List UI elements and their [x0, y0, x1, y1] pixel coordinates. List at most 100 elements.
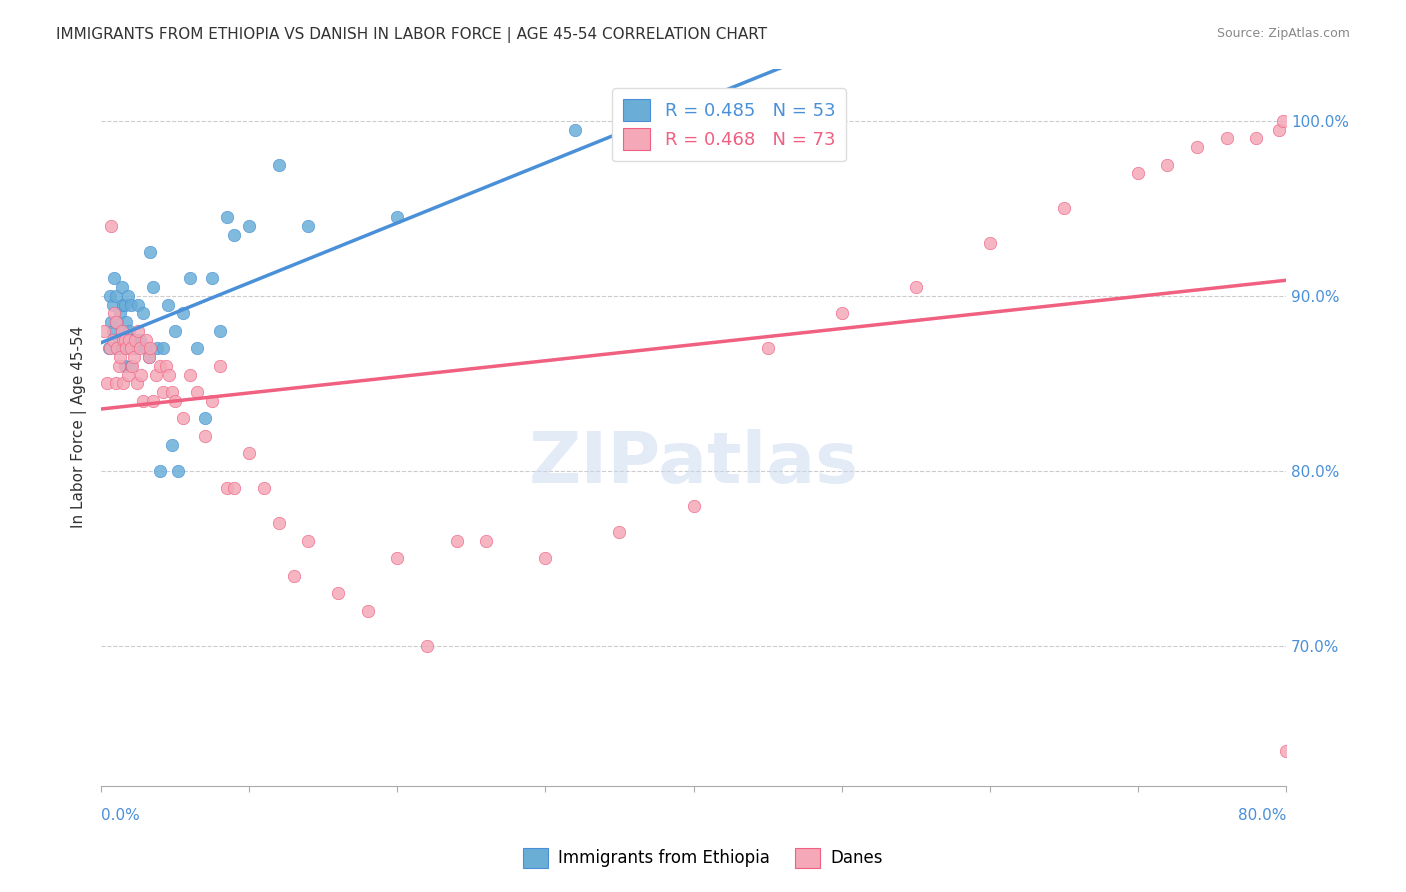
- Point: [96, 376, 118, 391]
- Point: [128, 342, 150, 356]
- Point: [1275, 744, 1298, 758]
- Point: [167, 464, 190, 478]
- Point: [124, 333, 146, 347]
- Point: [122, 333, 145, 347]
- Point: [101, 298, 124, 312]
- Point: [979, 236, 1001, 251]
- Point: [165, 324, 187, 338]
- Point: [104, 342, 127, 356]
- Point: [114, 298, 136, 312]
- Point: [135, 333, 157, 347]
- Point: [139, 245, 162, 260]
- Point: [112, 298, 135, 312]
- Point: [194, 411, 217, 425]
- Point: [101, 324, 124, 338]
- Point: [682, 499, 704, 513]
- Point: [138, 350, 160, 364]
- Point: [93, 324, 115, 338]
- Point: [121, 359, 143, 373]
- Point: [172, 306, 194, 320]
- Point: [756, 342, 779, 356]
- Point: [172, 411, 194, 425]
- Point: [108, 359, 131, 373]
- Point: [104, 315, 127, 329]
- Point: [1185, 140, 1208, 154]
- Point: [416, 639, 439, 653]
- Point: [160, 437, 183, 451]
- Point: [201, 393, 224, 408]
- Y-axis label: In Labor Force | Age 45-54: In Labor Force | Age 45-54: [72, 326, 87, 528]
- Point: [112, 342, 135, 356]
- Point: [1215, 131, 1237, 145]
- Point: [127, 298, 149, 312]
- Text: 0.0%: 0.0%: [101, 808, 139, 823]
- Point: [108, 333, 131, 347]
- Point: [215, 481, 238, 495]
- Point: [1156, 158, 1178, 172]
- Point: [179, 368, 201, 382]
- Point: [118, 324, 141, 338]
- Point: [267, 516, 290, 531]
- Point: [1267, 122, 1289, 136]
- Point: [224, 227, 246, 242]
- Point: [904, 280, 927, 294]
- Point: [97, 342, 120, 356]
- Point: [1246, 131, 1268, 145]
- Point: [446, 533, 468, 548]
- Point: [138, 350, 160, 364]
- Point: [104, 289, 127, 303]
- Point: [120, 359, 142, 373]
- Point: [135, 342, 157, 356]
- Point: [186, 342, 208, 356]
- Point: [125, 376, 148, 391]
- Point: [208, 324, 231, 338]
- Point: [238, 446, 260, 460]
- Point: [165, 393, 187, 408]
- Point: [131, 393, 153, 408]
- Point: [831, 306, 853, 320]
- Text: Source: ZipAtlas.com: Source: ZipAtlas.com: [1216, 27, 1350, 40]
- Point: [146, 342, 169, 356]
- Point: [224, 481, 246, 495]
- Point: [103, 271, 125, 285]
- Point: [128, 333, 150, 347]
- Point: [111, 324, 134, 338]
- Point: [115, 342, 138, 356]
- Point: [115, 315, 138, 329]
- Point: [609, 525, 631, 540]
- Text: IMMIGRANTS FROM ETHIOPIA VS DANISH IN LABOR FORCE | AGE 45-54 CORRELATION CHART: IMMIGRANTS FROM ETHIOPIA VS DANISH IN LA…: [56, 27, 768, 43]
- Point: [118, 333, 141, 347]
- Point: [117, 368, 139, 382]
- Point: [267, 158, 290, 172]
- Point: [107, 342, 129, 356]
- Point: [297, 219, 319, 233]
- Text: 80.0%: 80.0%: [1237, 808, 1286, 823]
- Point: [357, 604, 380, 618]
- Legend: Immigrants from Ethiopia, Danes: Immigrants from Ethiopia, Danes: [516, 841, 890, 875]
- Point: [186, 385, 208, 400]
- Point: [142, 393, 165, 408]
- Point: [156, 298, 179, 312]
- Point: [157, 368, 180, 382]
- Point: [1126, 166, 1149, 180]
- Point: [283, 569, 305, 583]
- Point: [152, 342, 174, 356]
- Point: [122, 350, 145, 364]
- Point: [152, 385, 174, 400]
- Point: [160, 385, 183, 400]
- Point: [100, 219, 122, 233]
- Point: [120, 342, 142, 356]
- Point: [711, 114, 734, 128]
- Point: [326, 586, 349, 600]
- Text: ZIPatlas: ZIPatlas: [529, 428, 859, 498]
- Point: [103, 306, 125, 320]
- Point: [208, 359, 231, 373]
- Point: [194, 429, 217, 443]
- Point: [1053, 202, 1076, 216]
- Point: [100, 315, 122, 329]
- Legend: R = 0.485   N = 53, R = 0.468   N = 73: R = 0.485 N = 53, R = 0.468 N = 73: [612, 88, 846, 161]
- Point: [534, 551, 557, 566]
- Point: [104, 376, 127, 391]
- Point: [297, 533, 319, 548]
- Point: [253, 481, 276, 495]
